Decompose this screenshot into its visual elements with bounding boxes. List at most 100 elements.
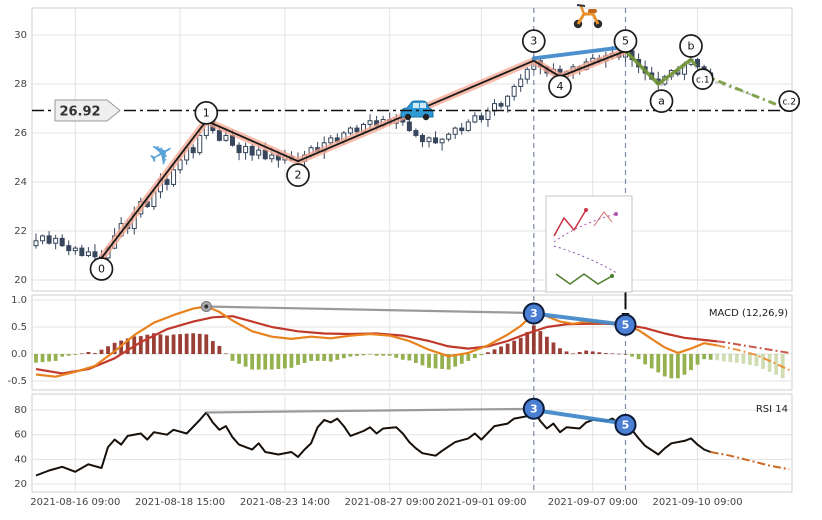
macd-divergence-gray-line (206, 305, 534, 315)
macd-histogram-bar (387, 354, 392, 356)
macd-line-forecast (716, 344, 790, 372)
car-window (413, 103, 419, 108)
macd-wave-marker-label: 5 (622, 318, 630, 331)
macd-histogram-bar (283, 354, 287, 369)
inset-dot (610, 274, 614, 278)
candle-body (243, 145, 249, 154)
macd-histogram-bar (531, 325, 536, 354)
wave-marker-label: b (688, 40, 695, 53)
macd-histogram-bar (564, 351, 569, 354)
macd-histogram-bar (590, 351, 595, 354)
candle-body (85, 251, 91, 256)
candle-body (459, 127, 465, 132)
macd-histogram-bar (237, 354, 241, 364)
wave-marker-0 (89, 257, 114, 281)
macd-histogram-bar (302, 354, 307, 363)
inset-green-zigzag (555, 273, 613, 285)
candle-body (66, 245, 72, 252)
macd-histogram-bar (361, 354, 366, 356)
macd-histogram-bar (512, 340, 517, 354)
wave-marker-label: 5 (622, 35, 629, 48)
macd-histogram-bar (394, 354, 399, 358)
candle-body (518, 78, 524, 87)
macd-histogram-bar (138, 336, 143, 354)
y-axis-tick: 26 (14, 128, 27, 139)
panel-frame (31, 7, 793, 292)
rsi-wave-marker-label: 3 (530, 402, 538, 415)
panel-frames (31, 7, 793, 493)
macd-histogram-bar (558, 348, 562, 354)
macd-histogram-bar (93, 353, 97, 354)
macd-histogram-bar (545, 336, 549, 354)
price-level-callout (54, 99, 121, 122)
scooter-frame (576, 12, 600, 25)
y-axis-tick: 30 (14, 30, 27, 41)
macd-histogram-bar (230, 354, 235, 361)
candle-body (164, 179, 170, 185)
macd-histogram-bar (761, 354, 765, 369)
y-axis-tick: 80 (14, 405, 27, 416)
candle-body (406, 121, 412, 132)
pattern-inset-frame (545, 195, 633, 293)
macd-histogram-bar (754, 354, 759, 367)
axis-labels: 3028262422201.00.50.0-0.5806040202021-08… (7, 30, 742, 508)
candle-body (524, 68, 530, 80)
wave-marker-4 (548, 74, 572, 99)
candle-body (367, 120, 373, 125)
rsi-wave-marker-label: 5 (622, 418, 630, 431)
candle-body (216, 130, 222, 141)
gridlines (32, 8, 792, 492)
macd-histogram-bar (328, 354, 333, 362)
macd-histogram-bar (374, 354, 379, 356)
candle-body (59, 237, 65, 247)
macd-signal-line-forecast (717, 340, 790, 354)
wave-marker-label: 1 (203, 106, 210, 119)
candle-body (419, 134, 425, 143)
scooter-column (579, 5, 586, 15)
wave-marker-label: 4 (557, 80, 564, 93)
candle-body (262, 149, 268, 160)
x-axis-tick: 2021-08-23 14:00 (240, 497, 330, 508)
rsi-panel: 35 (35, 397, 790, 477)
macd-wave-marker-3 (522, 302, 545, 325)
macd-histogram-bar (577, 351, 582, 354)
candle-body (269, 154, 275, 160)
wave-marker-c.1 (691, 68, 714, 90)
macd-histogram-bar (728, 354, 733, 363)
x-axis-tick: 2021-08-18 15:00 (135, 497, 225, 508)
macd-histogram-bar (492, 349, 497, 354)
macd-histogram-bar (407, 354, 412, 361)
macd-histogram-bar (525, 331, 530, 354)
wave-marker-label: 0 (98, 262, 105, 275)
x-axis-tick: 2021-08-27 09:00 (345, 497, 435, 508)
candle-body (426, 137, 432, 143)
wave-marker-label: 2 (295, 169, 302, 182)
macd-histogram-bar (774, 354, 779, 375)
macd-histogram-bar (34, 354, 38, 363)
wave-marker-label: a (658, 95, 665, 108)
wave-marker-1 (194, 101, 219, 125)
rsi-wave-marker-3 (522, 397, 545, 420)
macd-histogram-bar (217, 345, 222, 354)
wave-marker-3 (521, 29, 546, 53)
macd-histogram-bar (296, 354, 300, 365)
macd-histogram-bar (538, 331, 543, 354)
macd-histogram-bar (289, 354, 294, 368)
macd-histogram-bar (479, 354, 484, 356)
y-axis-tick: 60 (14, 430, 27, 441)
macd-histogram-bar (112, 342, 117, 354)
scooter-handlebar (576, 4, 586, 7)
wave-marker-a (649, 89, 674, 114)
macd-histogram-bar (184, 333, 189, 354)
macd-histogram-bar (79, 353, 84, 355)
candle-body (465, 121, 471, 132)
inset-red-zigzag-2 (593, 211, 613, 227)
macd-histogram-bar (145, 334, 150, 354)
rsi-divergence-trendline (531, 408, 628, 426)
y-axis-tick: 0.0 (11, 349, 27, 360)
macd-histogram-bar (178, 334, 182, 354)
candle-body (439, 138, 445, 144)
macd-histogram-bar (47, 354, 51, 362)
y-axis-tick: -0.5 (7, 376, 27, 387)
macd-histogram-bar (702, 354, 706, 360)
